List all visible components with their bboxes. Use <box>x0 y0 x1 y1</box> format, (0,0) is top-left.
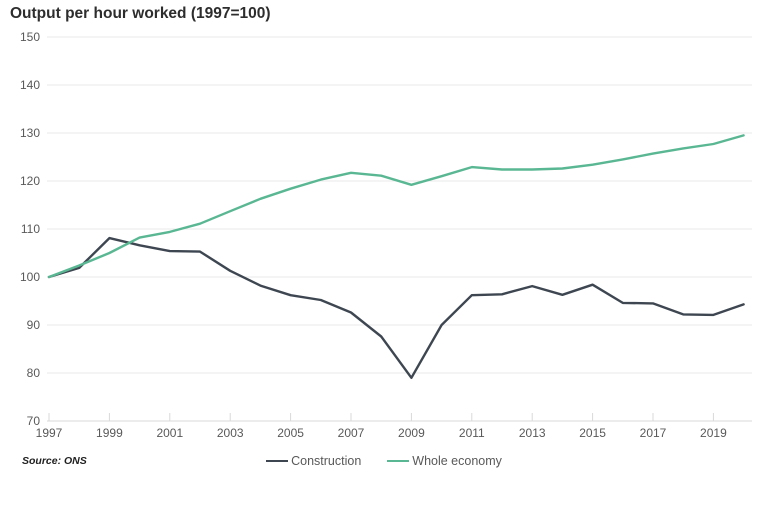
legend-item-whole-economy: Whole economy <box>387 454 502 468</box>
source-note: Source: ONS <box>22 455 87 467</box>
x-tick-label: 2001 <box>156 426 183 440</box>
whole-economy-series-line <box>47 134 745 279</box>
y-tick-label: 80 <box>27 366 41 380</box>
legend-item-construction: Construction <box>266 454 361 468</box>
x-tick-label: 2013 <box>519 426 546 440</box>
x-tick-label: 1999 <box>96 426 123 440</box>
legend-label-construction: Construction <box>291 454 362 468</box>
x-tick-label: 2009 <box>398 426 425 440</box>
y-tick-label: 150 <box>20 30 40 44</box>
x-tick-label: 2017 <box>640 426 667 440</box>
whole-economy-line-swatch <box>387 459 410 463</box>
y-tick-label: 140 <box>20 78 40 92</box>
chart-title: Output per hour worked (1997=100) <box>10 5 271 22</box>
x-tick-label: 2007 <box>338 426 365 440</box>
y-tick-label: 70 <box>27 414 41 428</box>
x-tick-label: 1997 <box>36 426 63 440</box>
x-tick-label: 2015 <box>579 426 606 440</box>
x-tick-label: 2019 <box>700 426 727 440</box>
construction-line-swatch <box>266 459 289 463</box>
y-tick-label: 110 <box>21 222 40 236</box>
line-chart-plot: 70 80 90 100 110 120 130 140 150 1997 1999 2001 2003… <box>20 30 752 440</box>
x-tick-label: 2005 <box>277 426 304 440</box>
construction-series-line <box>47 236 745 379</box>
y-tick-label: 100 <box>20 270 40 284</box>
y-tick-label: 90 <box>27 318 41 332</box>
x-tick-label: 2011 <box>459 426 485 440</box>
x-tick-label: 2003 <box>217 426 244 440</box>
y-tick-label: 130 <box>20 126 40 140</box>
legend-label-whole-economy: Whole economy <box>412 454 502 468</box>
y-tick-label: 120 <box>20 174 40 188</box>
legend: Construction Whole economy <box>0 454 768 468</box>
